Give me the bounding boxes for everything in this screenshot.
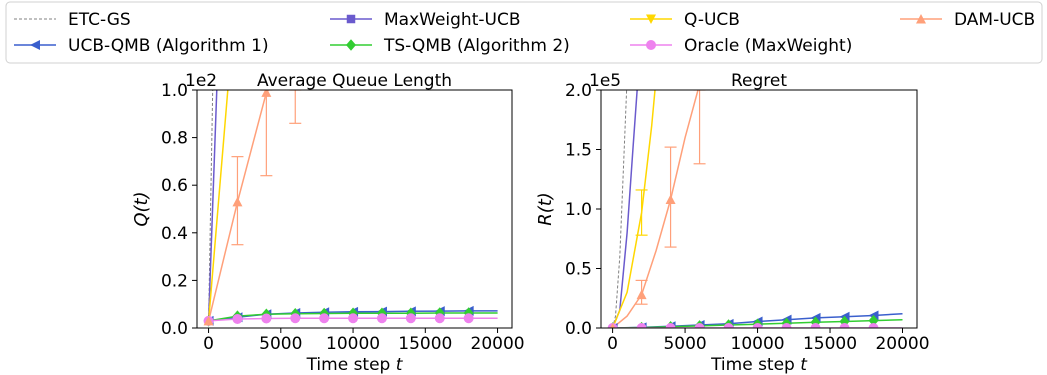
x-axis-label: Time step t — [306, 355, 404, 375]
x-tick-label: 10000 — [731, 334, 785, 354]
series-line — [612, 90, 699, 328]
legend-entry: Q-UCB — [630, 10, 740, 30]
data-point — [232, 313, 243, 324]
y-tick-label: 2.0 — [565, 81, 592, 101]
y-tick-label: 1.0 — [565, 200, 592, 220]
legend-entry: TS-QMB (Algorithm 2) — [330, 36, 570, 56]
data-point — [348, 313, 359, 324]
data-point — [810, 323, 821, 328]
data-point — [609, 323, 616, 328]
data-point — [290, 313, 301, 324]
series-line — [207, 90, 270, 322]
x-tick-label: 0 — [203, 334, 214, 354]
y-axis-label: Q(t) — [131, 191, 152, 226]
data-point — [839, 323, 850, 328]
legend: ETC-GS UCB-QMB (Algorithm 1) MaxWeight-UCB… — [5, 1, 1043, 64]
y-axis-label: R(t) — [535, 192, 556, 226]
data-point — [694, 323, 705, 328]
x-tick-label: 20000 — [875, 334, 929, 354]
series-line — [207, 90, 229, 321]
y-tick-label: 0.5 — [565, 260, 592, 280]
legend-label: Q-UCB — [684, 10, 740, 30]
plot-frame — [196, 89, 513, 329]
x-axis-label: Time step t — [710, 355, 808, 375]
y-tick-label: 0.6 — [161, 176, 188, 196]
data-point — [261, 90, 272, 97]
series-line — [611, 90, 656, 328]
x-axis-variable: t — [800, 355, 808, 375]
legend-entry: MaxWeight-UCB — [330, 10, 520, 30]
error-bar — [693, 90, 706, 165]
legend-entry: DAM-UCB — [900, 10, 1035, 30]
plot-area — [203, 90, 498, 327]
legend-entry: Oracle (MaxWeight) — [630, 36, 852, 56]
legend-marker — [916, 14, 926, 24]
legend-marker — [346, 39, 356, 51]
series-line — [207, 90, 218, 321]
data-point — [232, 196, 243, 207]
x-tick-label: 5000 — [663, 334, 706, 354]
plot-area — [607, 90, 903, 328]
data-point — [636, 323, 647, 328]
data-point — [319, 313, 330, 324]
legend-label: TS-QMB (Algorithm 2) — [383, 36, 570, 56]
error-bar — [289, 90, 302, 124]
data-point — [665, 194, 676, 204]
queue-length-chart: 0 5000 10000 15000 20000 0.0 0.2 0.4 0.6 0.8 1.01e… — [131, 71, 525, 375]
legend-marker — [346, 14, 356, 24]
chart-title: Regret — [731, 71, 787, 91]
y-tick-label: 1.5 — [565, 141, 592, 161]
data-point — [203, 315, 214, 326]
y-tick-label: 0.0 — [161, 319, 188, 339]
legend-label: Oracle (MaxWeight) — [684, 36, 852, 56]
legend-label: DAM-UCB — [954, 10, 1035, 30]
data-point — [868, 323, 879, 328]
x-tick-label: 0 — [607, 334, 618, 354]
data-point — [723, 323, 734, 328]
y-tick-label: 1.0 — [161, 81, 188, 101]
x-tick-label: 15000 — [398, 334, 452, 354]
legend-label: ETC-GS — [68, 10, 131, 30]
error-bar — [260, 90, 273, 177]
y-tick-label: 0.8 — [161, 129, 188, 149]
legend-marker — [646, 40, 656, 50]
data-point — [868, 314, 879, 327]
x-tick-label: 20000 — [471, 334, 525, 354]
x-tick-label: 10000 — [326, 334, 380, 354]
legend-marker — [30, 40, 40, 50]
legend-label: MaxWeight-UCB — [384, 10, 520, 30]
y-tick-label: 0.0 — [565, 319, 592, 339]
data-point — [636, 289, 647, 300]
series-line — [611, 90, 638, 328]
data-point — [665, 323, 676, 328]
data-point — [405, 313, 416, 324]
axis-scale-label: 1e2 — [185, 71, 217, 91]
y-tick-label: 0.4 — [161, 224, 188, 244]
legend-marker — [646, 14, 656, 24]
legend-label: UCB-QMB (Algorithm 1) — [68, 36, 269, 56]
x-tick-label: 5000 — [259, 334, 302, 354]
legend-frame — [5, 1, 1043, 64]
legend-entry: ETC-GS — [14, 10, 131, 30]
legend-entry: UCB-QMB (Algorithm 1) — [14, 36, 269, 56]
data-point — [376, 313, 387, 324]
data-point — [434, 313, 445, 324]
data-point — [752, 323, 763, 328]
x-tick-label: 15000 — [803, 334, 857, 354]
axis-scale-label: 1e5 — [589, 71, 621, 91]
series-line — [612, 90, 628, 328]
data-point — [261, 313, 272, 324]
x-axis-variable: t — [396, 355, 404, 375]
plot-frame — [600, 89, 918, 329]
error-bar — [635, 189, 648, 236]
data-point — [781, 323, 792, 328]
y-tick-label: 0.2 — [161, 271, 188, 291]
chart-title: Average Queue Length — [257, 71, 452, 91]
data-point — [463, 313, 474, 324]
